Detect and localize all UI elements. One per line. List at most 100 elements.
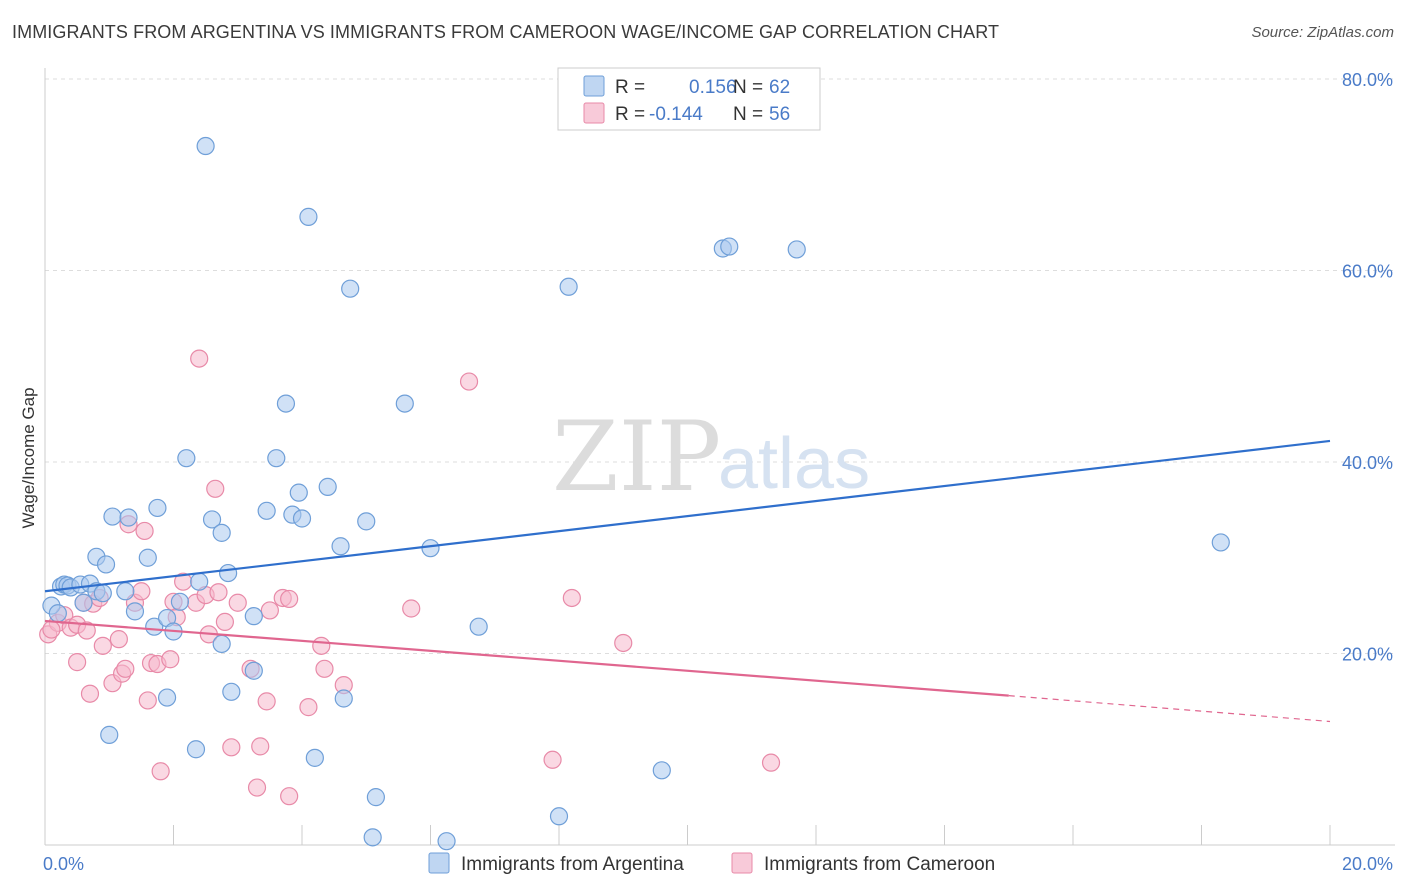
argentina-point (148, 498, 167, 518)
cameroon-point (315, 659, 334, 678)
argentina-point (96, 555, 116, 574)
y-tick-label: 60.0% (1342, 262, 1393, 282)
y-tick-label: 80.0% (1342, 70, 1393, 90)
cameroon-point (280, 787, 299, 806)
argentina-point (116, 582, 135, 601)
cameroon-point (109, 630, 128, 649)
cameroon-point (132, 582, 151, 601)
legend-swatch-argentina (583, 75, 605, 97)
argentina-point (157, 688, 177, 707)
cameroon-point (209, 583, 228, 602)
legend-swatch-cameroon (583, 102, 605, 124)
argentina-point (299, 207, 318, 226)
argentina-point (559, 277, 578, 296)
cameroon-point (562, 588, 581, 608)
cameroon-point (93, 636, 112, 655)
x-tick-label: 0.0% (43, 854, 84, 874)
legend-r-value: 0.156 (689, 77, 737, 98)
argentina-point (125, 602, 145, 621)
x-tick-labels: 0.0% 20.0% (43, 854, 1393, 874)
bottom-legend-swatch-argentina (428, 852, 450, 874)
argentina-point (549, 807, 569, 826)
cameroon-point (190, 349, 209, 368)
argentina-point (363, 828, 382, 847)
argentina-point (1211, 533, 1230, 552)
argentina-point (186, 740, 206, 759)
argentina-point (469, 617, 488, 636)
argentina-point (334, 689, 353, 708)
cameroon-point (222, 738, 241, 757)
argentina-point (202, 510, 222, 529)
cameroon-point (251, 737, 270, 756)
argentina-point (318, 477, 337, 496)
trend-line-cameroon-extension (1008, 695, 1331, 723)
argentina-point (257, 501, 276, 520)
cameroon-point (614, 633, 633, 653)
argentina-point (421, 539, 440, 558)
bottom-legend-label-argentina: Immigrants from Argentina (461, 854, 684, 875)
argentina-point (145, 617, 164, 636)
argentina-point (244, 607, 263, 626)
argentina-point (212, 634, 231, 654)
cameroon-point (77, 621, 96, 640)
y-tick-label: 40.0% (1342, 453, 1393, 473)
argentina-point (222, 682, 241, 701)
source-label: Source: ZipAtlas.com (1251, 24, 1394, 41)
cameroon-point (206, 479, 225, 498)
x-tick-label: 20.0% (1342, 854, 1393, 874)
y-tick-labels: 20.0% 40.0% 60.0% 80.0% (1342, 70, 1393, 665)
argentina-point (652, 761, 671, 780)
cameroon-point (161, 650, 180, 669)
argentina-point (48, 604, 67, 623)
argentina-point (190, 572, 209, 591)
argentina-point (244, 661, 263, 680)
cameroon-point (42, 620, 61, 639)
legend-box: R = 0.156 N = 62 R = -0.144 N = 56 (557, 67, 821, 131)
legend-n-value: 62 (769, 77, 790, 98)
argentina-point (103, 507, 122, 526)
cameroon-point (260, 601, 279, 620)
argentina-point (100, 725, 119, 744)
cameroon-point (543, 750, 562, 769)
legend-r-value: -0.144 (649, 104, 703, 125)
argentina-point (219, 563, 238, 583)
argentina-point (437, 832, 456, 851)
bottom-legend: Immigrants from Argentina Immigrants fro… (428, 852, 995, 875)
cameroon-point (215, 612, 234, 632)
argentina-point (177, 449, 196, 468)
chart-title: IMMIGRANTS FROM ARGENTINA VS IMMIGRANTS … (12, 22, 1000, 42)
argentina-point (305, 748, 324, 767)
trend-lines (44, 439, 1331, 723)
legend-n-label: N = (733, 104, 763, 125)
watermark-zip: ZIP (552, 401, 721, 513)
argentina-point (74, 593, 93, 612)
argentina-point (292, 509, 312, 528)
bottom-legend-swatch-cameroon (731, 852, 753, 874)
argentina-point (341, 279, 360, 298)
argentina-point (212, 523, 231, 542)
cameroon-point (257, 692, 276, 711)
argentina-point (119, 508, 138, 527)
cameroon-point (299, 698, 318, 717)
trend-line-argentina (44, 439, 1331, 593)
cameroon-point (138, 691, 157, 710)
legend-n-label: N = (733, 77, 763, 98)
bottom-legend-label-cameroon: Immigrants from Cameroon (764, 854, 995, 875)
argentina-point (196, 136, 215, 156)
cameroon-point (228, 593, 247, 612)
y-axis-label: Wage/Income Gap (19, 387, 38, 528)
argentina-point (138, 548, 157, 567)
cameroon-point (280, 589, 299, 609)
legend-r-label: R = (615, 104, 645, 125)
argentina-point (93, 584, 112, 603)
trend-line-cameroon (44, 619, 1009, 697)
argentina-point (331, 537, 350, 556)
cameroon-point (116, 659, 135, 678)
cameroon-point (80, 684, 100, 703)
legend-r-label: R = (615, 77, 645, 98)
cameroon-point (135, 521, 154, 541)
cameroon-point (247, 778, 267, 797)
argentina-point (289, 483, 308, 502)
argentina-point (267, 449, 286, 468)
